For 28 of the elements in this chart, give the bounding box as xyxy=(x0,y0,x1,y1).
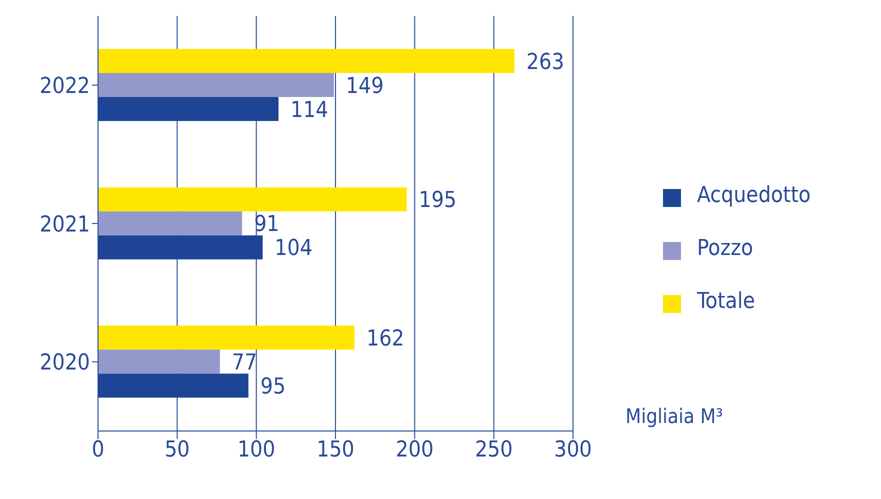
x-axis-title: Migliaia M³ xyxy=(626,404,723,428)
data-label: 104 xyxy=(274,236,312,262)
data-label: 195 xyxy=(418,188,457,214)
bar xyxy=(98,350,220,374)
y-tick-label: 2020 xyxy=(40,350,90,376)
x-tick-label: 150 xyxy=(316,438,354,463)
data-label: 77 xyxy=(232,350,258,376)
bar xyxy=(98,187,407,212)
legend-label: Totale xyxy=(697,289,756,314)
data-label: 263 xyxy=(526,50,564,75)
x-tick-label: 50 xyxy=(164,438,190,463)
x-tick-label: 100 xyxy=(237,438,276,463)
x-tick-label: 200 xyxy=(396,438,434,463)
bar xyxy=(98,211,242,236)
data-label: 162 xyxy=(366,326,404,352)
x-tick-label: 250 xyxy=(474,438,513,463)
bar xyxy=(98,73,334,97)
legend-label: Pozzo xyxy=(697,236,754,261)
y-tick-label: 2021 xyxy=(40,212,90,238)
data-label: 149 xyxy=(346,74,384,99)
legend-label: Acquedotto xyxy=(697,183,811,208)
x-tick-label: 300 xyxy=(554,438,592,463)
bar xyxy=(98,49,514,73)
y-tick-label: 2022 xyxy=(40,74,90,99)
x-tick-label: 0 xyxy=(92,438,104,463)
bar xyxy=(98,326,354,350)
data-label: 114 xyxy=(290,98,328,123)
data-label: 95 xyxy=(260,374,286,400)
